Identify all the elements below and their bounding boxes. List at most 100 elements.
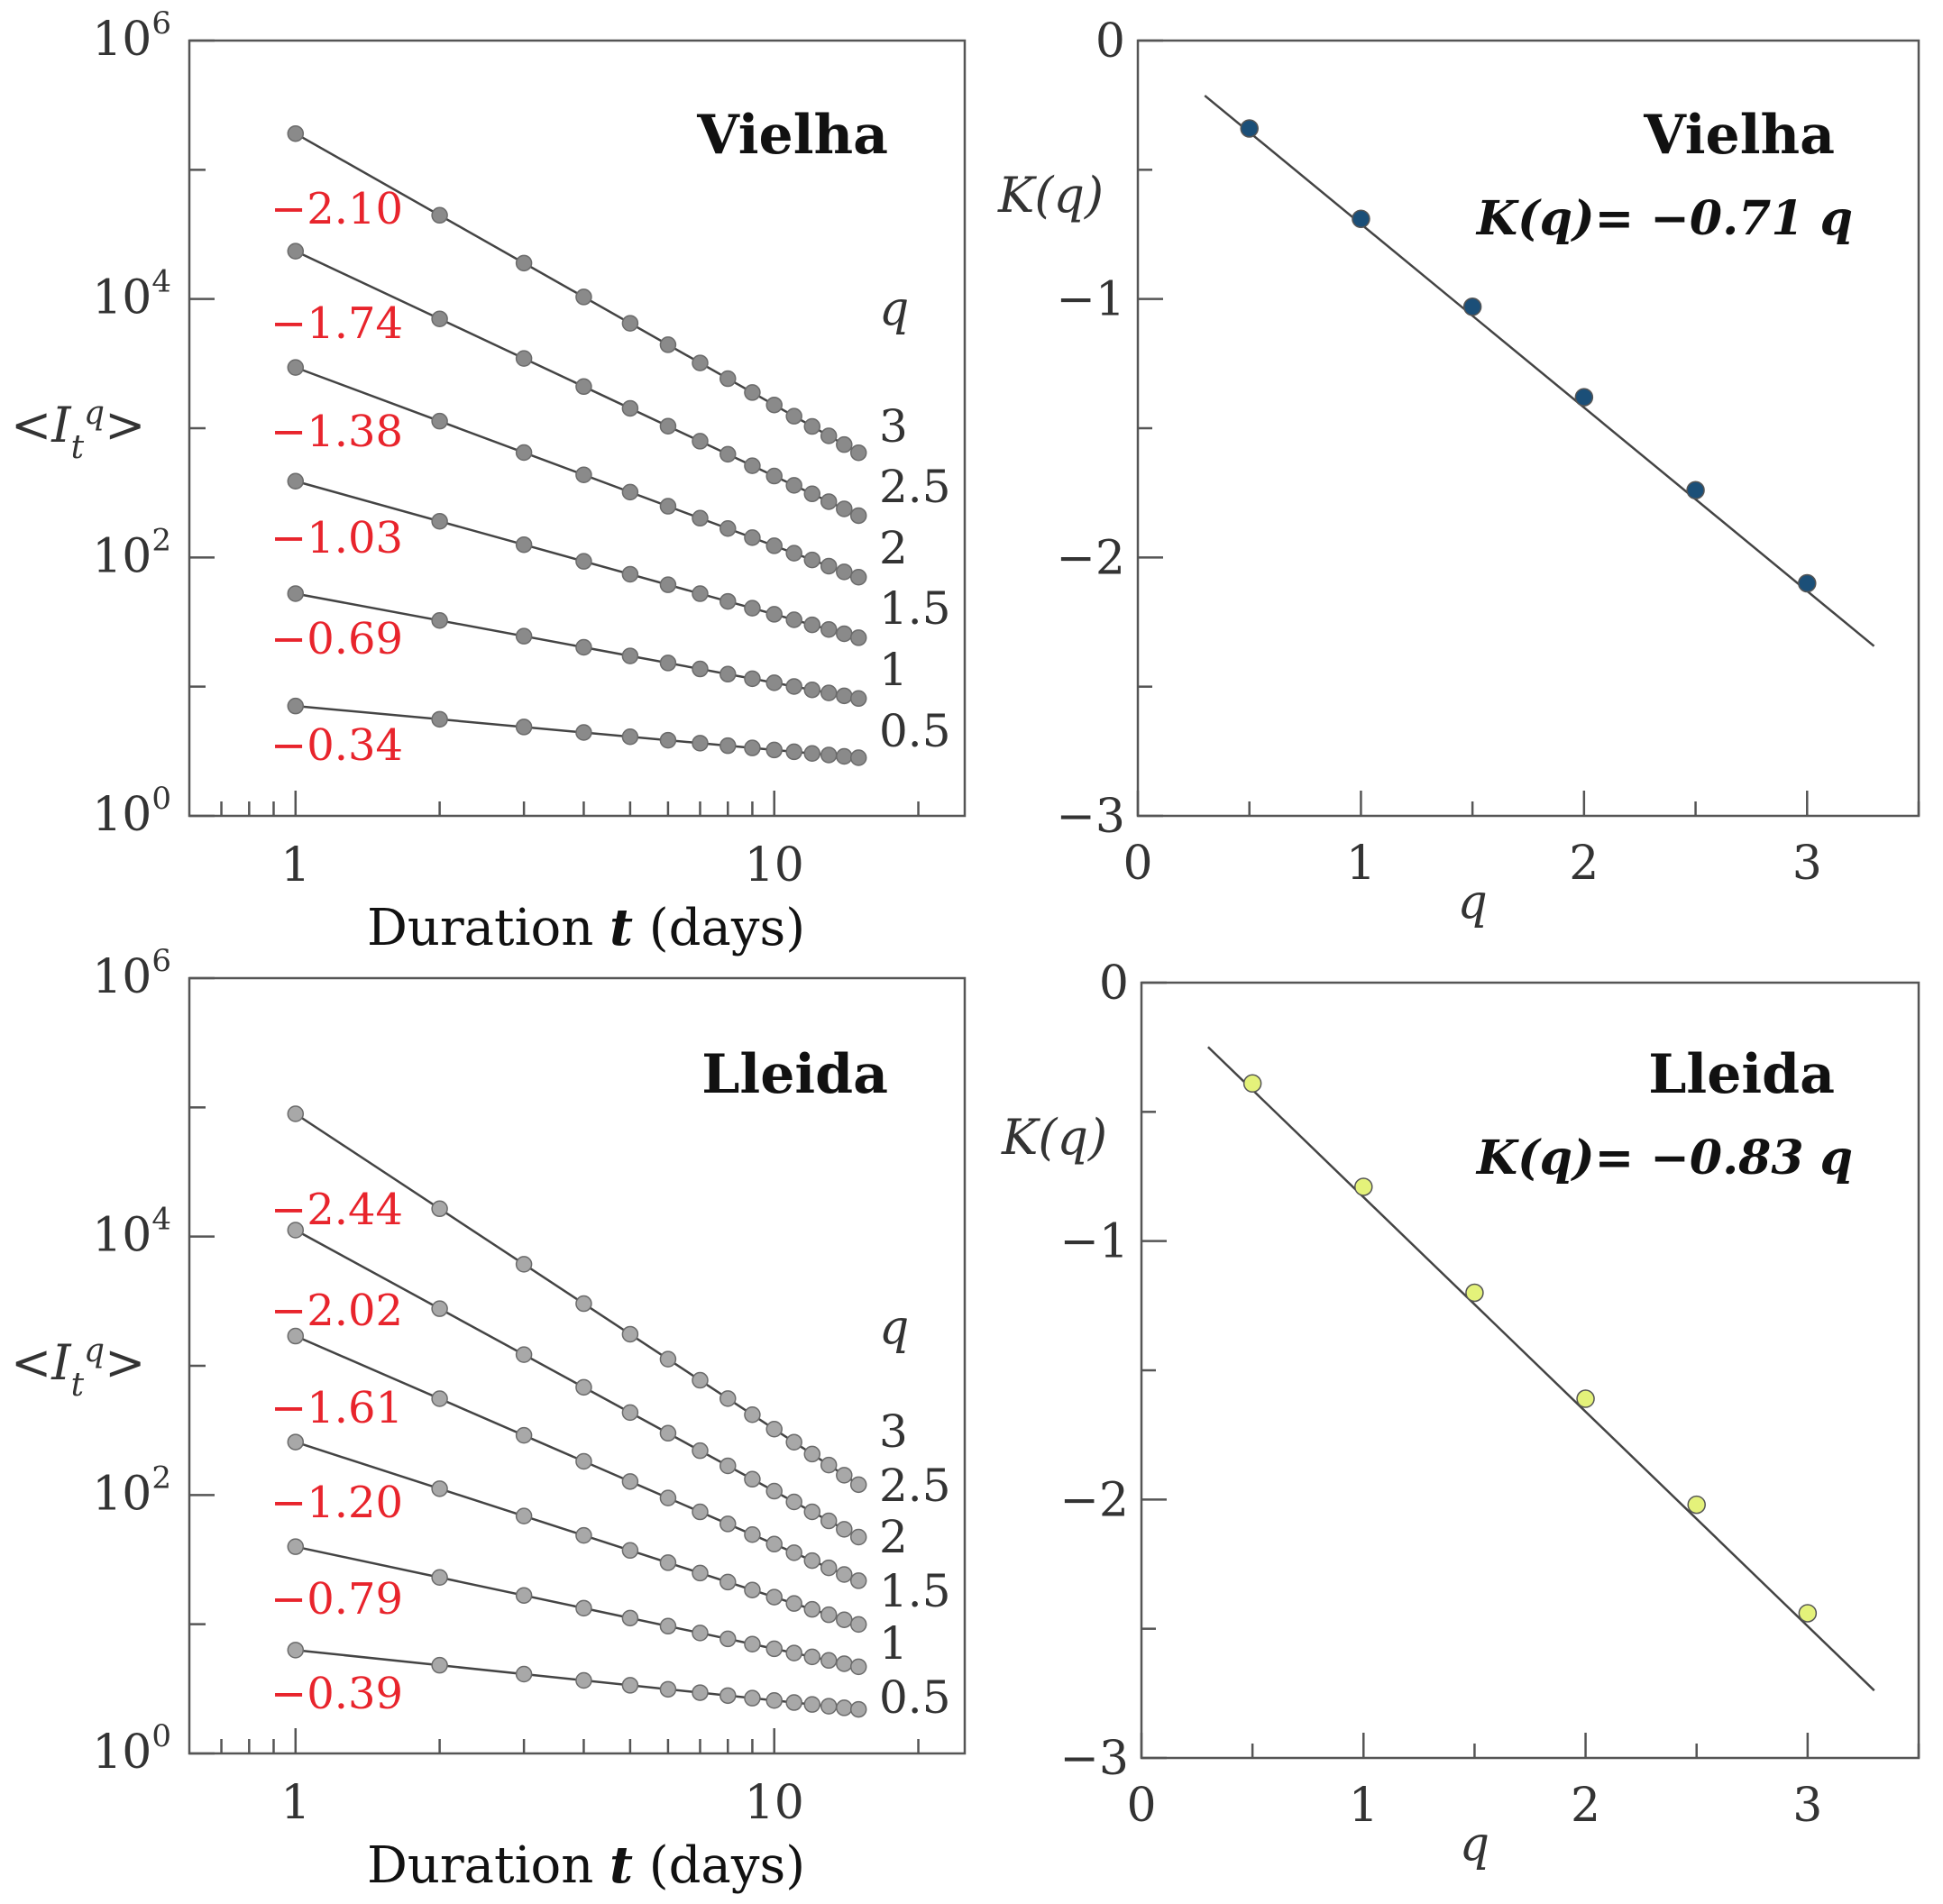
data-point	[765, 1482, 783, 1500]
data-point	[692, 660, 709, 678]
q-value-label: 1.5	[879, 582, 951, 635]
slope-label: −2.10	[270, 184, 403, 234]
data-point	[659, 1424, 677, 1442]
data-point	[692, 354, 709, 371]
data-point	[431, 611, 448, 629]
data-point	[849, 690, 867, 708]
data-point	[744, 384, 761, 401]
data-point	[575, 466, 592, 483]
q-value-label: 2	[879, 1511, 908, 1563]
data-point	[820, 746, 838, 764]
data-point	[431, 1480, 448, 1497]
data-point	[287, 359, 305, 376]
q-value-label: 1	[879, 1617, 908, 1670]
slope-label: −0.79	[270, 1574, 403, 1625]
data-point	[659, 336, 677, 353]
x-tick-label: 1	[1349, 1779, 1379, 1833]
data-point	[659, 654, 677, 672]
q-header: q	[879, 1301, 909, 1355]
data-point	[849, 749, 867, 766]
data-point	[692, 1564, 709, 1582]
data-point	[719, 737, 737, 755]
data-point	[621, 1404, 639, 1422]
data-point	[820, 1512, 838, 1530]
data-point	[1576, 1389, 1595, 1408]
data-point	[575, 288, 592, 306]
data-point	[1687, 1495, 1706, 1515]
data-point	[785, 1493, 802, 1511]
x-tick-label: 3	[1792, 1779, 1822, 1833]
data-point	[287, 1538, 305, 1555]
data-point	[849, 507, 867, 525]
vielha_moments-panel: 100 102 104 106 1 10 Duration t (days) <Itq> Vie…	[11, 5, 967, 957]
data-point	[621, 1542, 639, 1560]
data-point	[765, 1640, 783, 1658]
data-point	[719, 1630, 737, 1648]
data-point	[621, 1325, 639, 1343]
data-point	[803, 417, 821, 435]
y-tick-label: −3	[1059, 1732, 1129, 1786]
data-point	[515, 627, 533, 645]
data-point	[575, 1378, 592, 1396]
data-point	[744, 739, 761, 756]
y-tick-label: 106	[92, 943, 171, 1004]
data-point	[803, 1445, 821, 1463]
panel-title: Vielha	[1643, 104, 1835, 167]
data-point	[765, 741, 783, 759]
panel-title: Vielha	[696, 104, 888, 167]
q-value-label: 2	[879, 522, 908, 574]
data-point	[287, 1105, 305, 1122]
data-point	[575, 724, 592, 741]
data-point	[431, 412, 448, 430]
data-point	[849, 1476, 867, 1494]
data-point	[803, 1600, 821, 1618]
y-tick-label: 100	[92, 781, 171, 842]
fit-equation: K(q)= −0.71 q	[1475, 191, 1853, 246]
y-tick-label: 102	[92, 1460, 171, 1521]
data-point	[431, 1300, 448, 1317]
data-point	[803, 1696, 821, 1713]
data-point	[765, 467, 783, 485]
y-tick-label: 106	[92, 5, 171, 67]
data-point	[836, 435, 853, 453]
data-point	[575, 1671, 592, 1689]
data-point	[765, 606, 783, 623]
data-point	[849, 444, 867, 462]
x-tick-label: 0	[1126, 1779, 1156, 1833]
y-axis-label: <Itq>	[11, 395, 145, 466]
x-tick-label: 2	[1571, 1779, 1600, 1833]
y-tick-label: −1	[1056, 273, 1125, 327]
data-point	[849, 629, 867, 646]
data-point	[1242, 1074, 1262, 1094]
data-point	[515, 1665, 533, 1683]
x-axis-label: Duration t (days)	[367, 898, 805, 957]
data-point	[659, 498, 677, 515]
data-point	[621, 1609, 639, 1627]
data-point	[744, 1405, 761, 1423]
data-point	[287, 1327, 305, 1345]
data-point	[803, 551, 821, 569]
q-value-label: 2.5	[879, 1460, 951, 1512]
data-point	[515, 1507, 533, 1524]
data-point	[515, 719, 533, 736]
data-point	[692, 735, 709, 752]
data-point	[820, 684, 838, 701]
data-point	[431, 310, 448, 327]
data-point	[692, 1625, 709, 1642]
q-value-label: 3	[879, 400, 908, 453]
data-point	[719, 592, 737, 610]
data-point	[744, 670, 761, 688]
data-point	[515, 254, 533, 272]
data-point	[744, 457, 761, 474]
x-tick-label: 3	[1792, 837, 1822, 891]
data-point	[621, 1677, 639, 1694]
data-point	[621, 647, 639, 664]
q-value-label: 0.5	[879, 1671, 951, 1724]
data-point	[1240, 119, 1259, 138]
data-point	[836, 1611, 853, 1628]
data-point	[692, 509, 709, 527]
data-point	[820, 1606, 838, 1624]
